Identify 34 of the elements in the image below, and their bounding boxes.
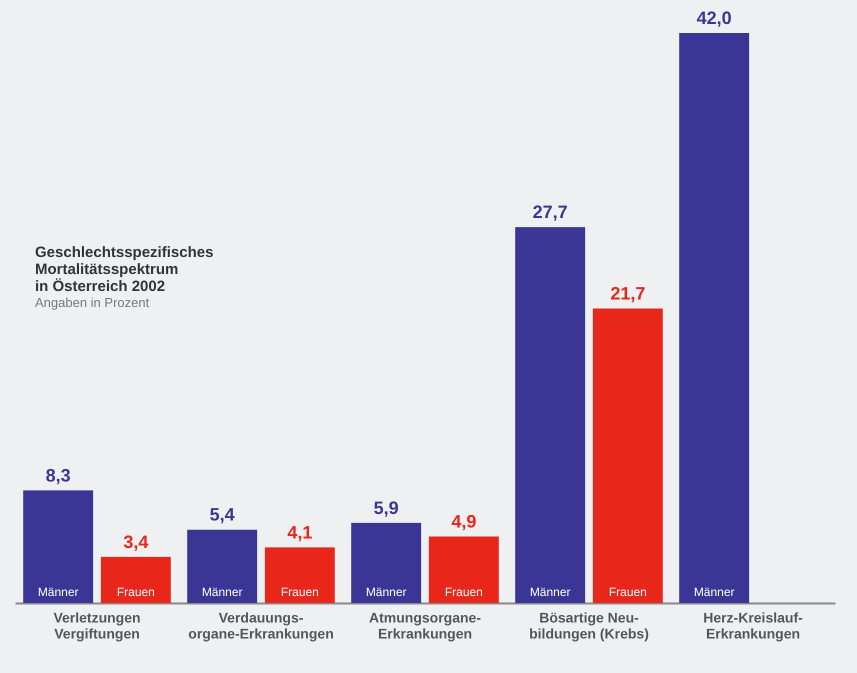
- series-label: Frauen: [116, 585, 155, 599]
- bar: [23, 490, 94, 603]
- bar: [187, 530, 258, 603]
- bar: [428, 536, 499, 603]
- data-label: 8,3: [46, 465, 71, 486]
- data-label: 5,4: [210, 504, 235, 525]
- text: Frauen: [280, 585, 319, 599]
- data-label: 3,4: [123, 532, 148, 552]
- x-tick-label: Bösartige Neu- bildungen (Krebs): [529, 610, 649, 642]
- x-tick-label: Herz-Kreislauf- Erkrankungen: [703, 610, 804, 642]
- data-label: 21,7: [610, 284, 646, 304]
- bar: [351, 522, 422, 603]
- data-label: 4,1: [287, 522, 312, 542]
- text: Männer: [366, 585, 406, 599]
- series-label: Männer: [38, 585, 79, 599]
- text: Frauen: [608, 585, 647, 599]
- data-label: 5,9: [374, 498, 399, 518]
- data-label: 27,7: [532, 202, 568, 222]
- text: Männer: [530, 585, 570, 599]
- bar: [100, 556, 171, 603]
- bar: [679, 33, 750, 603]
- x-tick-label: Verdauungs- organe-Erkrankungen: [188, 610, 334, 642]
- bar: [592, 308, 663, 603]
- text: Geschlechtsspezifisches Mortalitätsspektrum in Österreich 2002: [35, 244, 214, 295]
- x-tick-label: Verletzungen Vergiftungen: [53, 610, 141, 642]
- text: Männer: [694, 585, 734, 599]
- data-label: 4,9: [451, 512, 476, 532]
- bar: [515, 227, 586, 603]
- text: Angaben in Prozent: [35, 295, 150, 310]
- data-label: 42,0: [696, 8, 732, 28]
- bar: [264, 547, 335, 603]
- text: Frauen: [444, 585, 483, 599]
- text: Männer: [202, 585, 242, 599]
- x-tick-label: Atmungsorgane- Erkrankungen: [369, 610, 482, 642]
